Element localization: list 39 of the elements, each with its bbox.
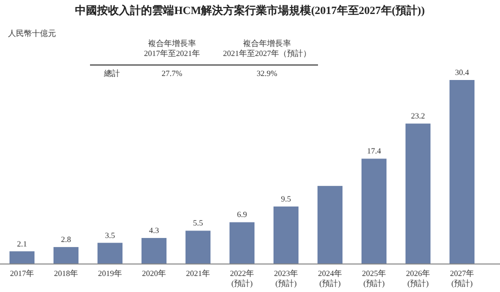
data-label: 6.9 — [237, 210, 247, 220]
bar — [450, 80, 474, 264]
text: 27.7% — [162, 69, 183, 78]
bar — [230, 222, 254, 264]
bar — [142, 238, 166, 264]
text: 複合年增長率 2017年至2021年 — [144, 39, 200, 58]
data-label: 5.5 — [193, 218, 203, 228]
data-label: 2.8 — [61, 235, 71, 244]
data-label: 4.3 — [149, 226, 159, 235]
text: 複合年增長率 2021年至2027年（預計） — [223, 39, 311, 58]
x-tick-label: 2024年 (預計) — [318, 269, 342, 288]
data-label: 30.4 — [455, 68, 469, 77]
text: 32.9% — [256, 69, 278, 78]
bar — [362, 158, 386, 264]
x-tick-label: 2025年 (預計) — [362, 269, 386, 288]
bar — [98, 242, 122, 264]
bar — [274, 206, 298, 264]
x-tick-label: 2026年 (預計) — [406, 269, 430, 288]
data-label: 3.5 — [105, 230, 115, 240]
text: 總計 — [103, 69, 120, 78]
x-tick-label: 2017年 — [10, 269, 34, 278]
data-label: 17.4 — [367, 146, 381, 156]
x-tick-label: 2021年 — [186, 269, 210, 278]
x-tick-label: 2020年 — [142, 269, 166, 278]
x-tick-label: 2027年 (預計) — [450, 269, 474, 288]
data-label: 2.1 — [17, 239, 27, 248]
data-label: 9.5 — [281, 194, 291, 204]
chart-title: 中國按收入計的雲端HCM解決方案行業市場規模(2017年至2027年(預計)) — [75, 4, 426, 17]
data-label: 23.2 — [411, 112, 425, 121]
x-tick-label: 2018年 — [54, 269, 78, 278]
x-tick-label: 2023年 (預計) — [274, 269, 298, 288]
text: 人民幣十億元 — [8, 29, 56, 38]
bar — [10, 251, 34, 264]
x-tick-label: 2019年 — [98, 269, 122, 278]
x-tick-label: 2022年 (預計) — [230, 269, 254, 288]
bar — [54, 247, 78, 264]
bar — [318, 186, 342, 264]
bar — [186, 230, 210, 264]
bar — [406, 124, 430, 264]
